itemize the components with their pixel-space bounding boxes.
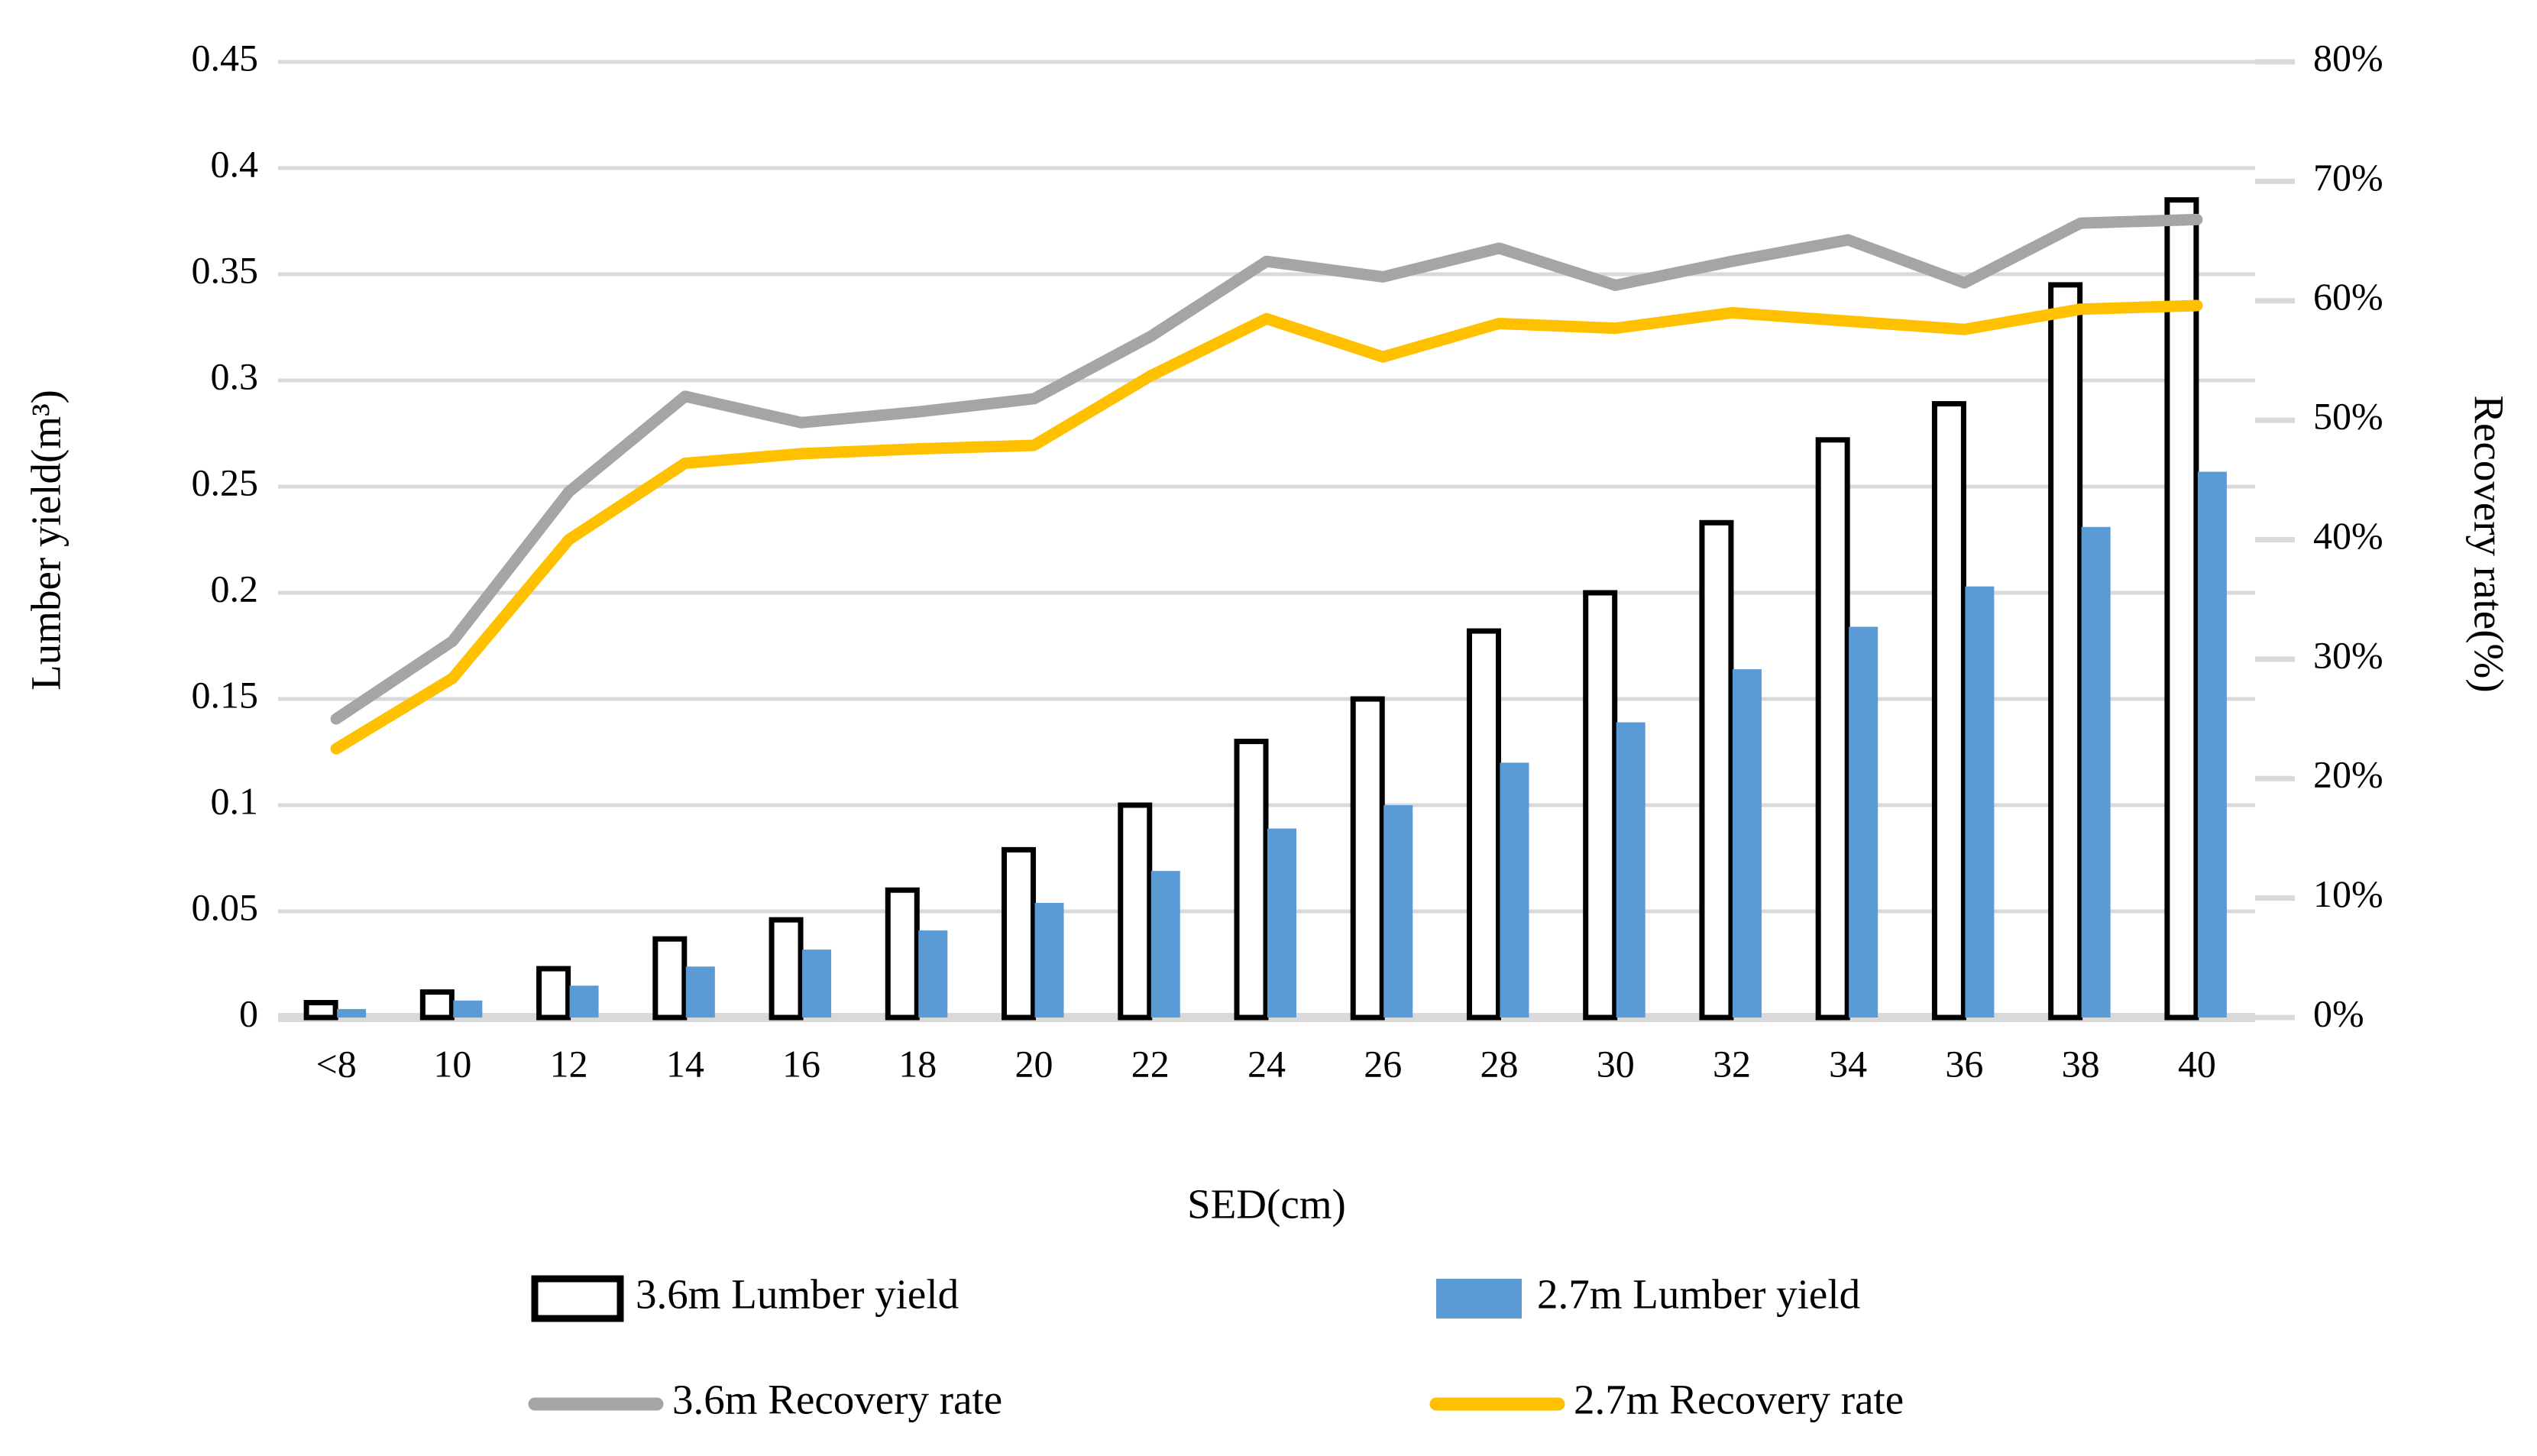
y-axis-left-title: Lumber yield(m³) xyxy=(23,390,70,691)
bar-2-7m-lumber-yield xyxy=(1500,762,1529,1018)
bar-3-6m-lumber-yield xyxy=(1234,739,1269,1021)
x-axis-tick-label: 28 xyxy=(1480,1042,1518,1085)
bar-2-7m-lumber-yield xyxy=(1150,871,1180,1018)
bar-3-6m-lumber-yield xyxy=(536,966,571,1021)
bar-2-7m-lumber-yield xyxy=(453,1000,483,1018)
legend-swatch-3-6m-lumber-yield xyxy=(531,1275,624,1322)
y-axis-right-tick-label: 0% xyxy=(2313,992,2364,1034)
x-axis-tick-label: 30 xyxy=(1597,1042,1635,1085)
bar-2-7m-lumber-yield xyxy=(1849,626,1878,1018)
x-axis-tick-label: 32 xyxy=(1713,1042,1751,1085)
bar-3-6m-lumber-yield xyxy=(1583,590,1618,1021)
y-axis-left-tick-label: 0.25 xyxy=(192,461,259,503)
right-axis-ticks-group xyxy=(2255,59,2295,1021)
bar-2-7m-lumber-yield xyxy=(569,985,599,1018)
bar-2-7m-lumber-yield xyxy=(1732,669,1762,1018)
y-axis-left-tick-label: 0.1 xyxy=(211,779,259,822)
recovery-line-2-7m xyxy=(330,299,2203,755)
y-axis-left-tick-label: 0.4 xyxy=(211,142,259,185)
bar-3-6m-lumber-yield xyxy=(1815,437,1850,1021)
x-axis-tick-label: 24 xyxy=(1247,1042,1286,1085)
x-axis-title: SED(cm) xyxy=(1187,1181,1346,1228)
bar-2-7m-lumber-yield xyxy=(1965,586,1995,1018)
y-axis-left-tick-label: 0 xyxy=(239,992,258,1034)
bar-3-6m-lumber-yield xyxy=(1931,401,1966,1021)
bar-3-6m-lumber-yield xyxy=(769,917,804,1021)
y-axis-right-title: Recovery rate(%) xyxy=(2465,395,2512,692)
y-axis-left-tick-label: 0.05 xyxy=(192,885,259,928)
bar-3-6m-lumber-yield xyxy=(1466,628,1501,1021)
bar-2-7m-lumber-yield xyxy=(918,930,948,1018)
bar-3-6m-lumber-yield xyxy=(1118,802,1153,1021)
y-axis-right-tick-label: 20% xyxy=(2313,753,2383,796)
bar-series-2-7m xyxy=(337,471,2227,1018)
y-axis-left-tick-label: 0.15 xyxy=(192,673,259,716)
y-axis-left-tick-label: 0.3 xyxy=(211,354,259,397)
x-axis-tick-label: 26 xyxy=(1364,1042,1402,1085)
y-axis-right-tick-label: 70% xyxy=(2313,156,2383,199)
x-axis-tick-label: 12 xyxy=(550,1042,588,1085)
y-axis-right-tick-label: 60% xyxy=(2313,275,2383,318)
y-axis-left-tick-label: 0.45 xyxy=(192,36,259,79)
legend-label-3-6m-recovery-rate: 3.6m Recovery rate xyxy=(672,1377,1002,1423)
bar-3-6m-lumber-yield xyxy=(652,936,688,1021)
y-axis-left-tick-label: 0.35 xyxy=(192,248,259,291)
y-axis-right-tick-label: 80% xyxy=(2313,36,2383,79)
y-axis-right-tick-label: 30% xyxy=(2313,633,2383,676)
x-axis-tick-label: 34 xyxy=(1829,1042,1867,1085)
x-axis-tick-label: 20 xyxy=(1015,1042,1053,1085)
y-axis-right-tick-label: 10% xyxy=(2313,872,2383,915)
bar-3-6m-lumber-yield xyxy=(1350,696,1385,1021)
bar-3-6m-lumber-yield xyxy=(1002,846,1037,1021)
bar-3-6m-lumber-yield xyxy=(1699,519,1734,1021)
x-axis-tick-label: 22 xyxy=(1131,1042,1170,1085)
bar-3-6m-lumber-yield xyxy=(885,887,920,1021)
bar-2-7m-lumber-yield xyxy=(337,1008,367,1018)
bar-2-7m-lumber-yield xyxy=(2197,471,2227,1018)
legend-label-2-7m-recovery-rate: 2.7m Recovery rate xyxy=(1574,1377,1904,1423)
bar-2-7m-lumber-yield xyxy=(1034,902,1064,1018)
bar-3-6m-lumber-yield xyxy=(2164,197,2199,1021)
legend xyxy=(528,1275,1565,1411)
bar-3-6m-lumber-yield xyxy=(419,989,455,1021)
bar-3-6m-lumber-yield xyxy=(303,1000,338,1021)
bar-2-7m-lumber-yield xyxy=(2081,526,2111,1018)
y-axis-right-tick-label: 50% xyxy=(2313,395,2383,438)
bar-2-7m-lumber-yield xyxy=(685,966,715,1018)
bar-2-7m-lumber-yield xyxy=(1267,828,1296,1018)
bar-3-6m-lumber-yield xyxy=(2048,282,2083,1021)
bar-series-3-6m xyxy=(303,197,2199,1021)
bar-2-7m-lumber-yield xyxy=(1616,722,1645,1018)
x-axis-tick-label: 18 xyxy=(898,1042,937,1085)
y-axis-left-tick-label: 0.2 xyxy=(211,567,259,610)
bar-2-7m-lumber-yield xyxy=(1383,805,1413,1018)
x-axis-tick-label: <8 xyxy=(316,1042,357,1085)
x-axis-tick-label: 36 xyxy=(1945,1042,1983,1085)
x-axis-tick-label: 10 xyxy=(433,1042,471,1085)
x-axis-tick-label: 14 xyxy=(666,1042,704,1085)
legend-label-3-6m-lumber-yield: 3.6m Lumber yield xyxy=(636,1271,959,1318)
legend-swatch-2-7m-lumber-yield xyxy=(1436,1279,1522,1318)
x-axis-tick-label: 40 xyxy=(2178,1042,2216,1085)
legend-label-2-7m-lumber-yield: 2.7m Lumber yield xyxy=(1537,1271,1860,1318)
recovery-line-3-6m xyxy=(330,213,2203,725)
y-axis-right-tick-label: 40% xyxy=(2313,514,2383,557)
bar-2-7m-lumber-yield xyxy=(802,950,832,1018)
x-axis-tick-label: 38 xyxy=(2062,1042,2100,1085)
x-axis-tick-label: 16 xyxy=(782,1042,820,1085)
